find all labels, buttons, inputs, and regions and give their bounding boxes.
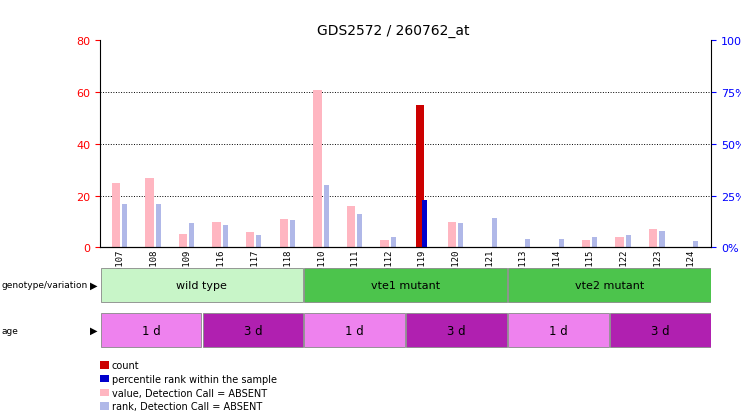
Text: ▶: ▶ <box>90 280 98 290</box>
Bar <box>416 106 425 248</box>
Text: 3 d: 3 d <box>244 324 262 337</box>
Bar <box>202 313 303 347</box>
Bar <box>525 240 530 248</box>
Text: 3 d: 3 d <box>651 324 670 337</box>
Bar <box>592 237 597 248</box>
Bar <box>213 222 221 248</box>
Bar <box>508 313 609 347</box>
Bar <box>246 232 254 248</box>
Bar <box>422 200 428 248</box>
Bar <box>649 230 657 248</box>
Bar <box>179 235 187 248</box>
Bar <box>448 222 456 248</box>
Bar <box>508 268 711 302</box>
Text: count: count <box>112 361 139 370</box>
Bar <box>305 313 405 347</box>
Text: vte1 mutant: vte1 mutant <box>371 280 440 290</box>
Bar <box>616 237 624 248</box>
Bar <box>189 223 194 248</box>
Title: GDS2572 / 260762_at: GDS2572 / 260762_at <box>317 24 470 38</box>
Text: 1 d: 1 d <box>142 324 160 337</box>
Bar <box>406 313 507 347</box>
Bar <box>290 221 295 248</box>
Bar <box>357 215 362 248</box>
Text: wild type: wild type <box>176 280 227 290</box>
Bar <box>256 235 262 248</box>
Bar <box>122 204 127 248</box>
Bar <box>559 240 564 248</box>
Text: age: age <box>1 326 19 335</box>
Bar <box>491 219 496 248</box>
Bar <box>324 186 328 248</box>
Text: 3 d: 3 d <box>448 324 466 337</box>
Bar <box>347 206 355 248</box>
Bar <box>659 231 665 248</box>
Text: vte2 mutant: vte2 mutant <box>575 280 644 290</box>
Bar <box>101 268 303 302</box>
Bar <box>391 237 396 248</box>
Bar <box>112 183 120 248</box>
Bar <box>458 223 463 248</box>
Bar <box>279 219 288 248</box>
Text: 1 d: 1 d <box>345 324 364 337</box>
Text: ▶: ▶ <box>90 325 98 335</box>
Bar <box>313 90 322 248</box>
Bar <box>101 313 202 347</box>
Text: value, Detection Call = ABSENT: value, Detection Call = ABSENT <box>112 388 267 398</box>
Text: percentile rank within the sample: percentile rank within the sample <box>112 374 277 384</box>
Text: 1 d: 1 d <box>549 324 568 337</box>
Text: rank, Detection Call = ABSENT: rank, Detection Call = ABSENT <box>112 401 262 411</box>
Bar <box>626 235 631 248</box>
Text: genotype/variation: genotype/variation <box>1 280 87 290</box>
Bar <box>223 225 227 248</box>
Bar <box>582 240 591 248</box>
Bar <box>145 178 153 248</box>
Bar <box>156 204 161 248</box>
Bar <box>693 242 698 248</box>
Bar <box>610 313 711 347</box>
Bar <box>380 240 389 248</box>
Bar <box>305 268 507 302</box>
